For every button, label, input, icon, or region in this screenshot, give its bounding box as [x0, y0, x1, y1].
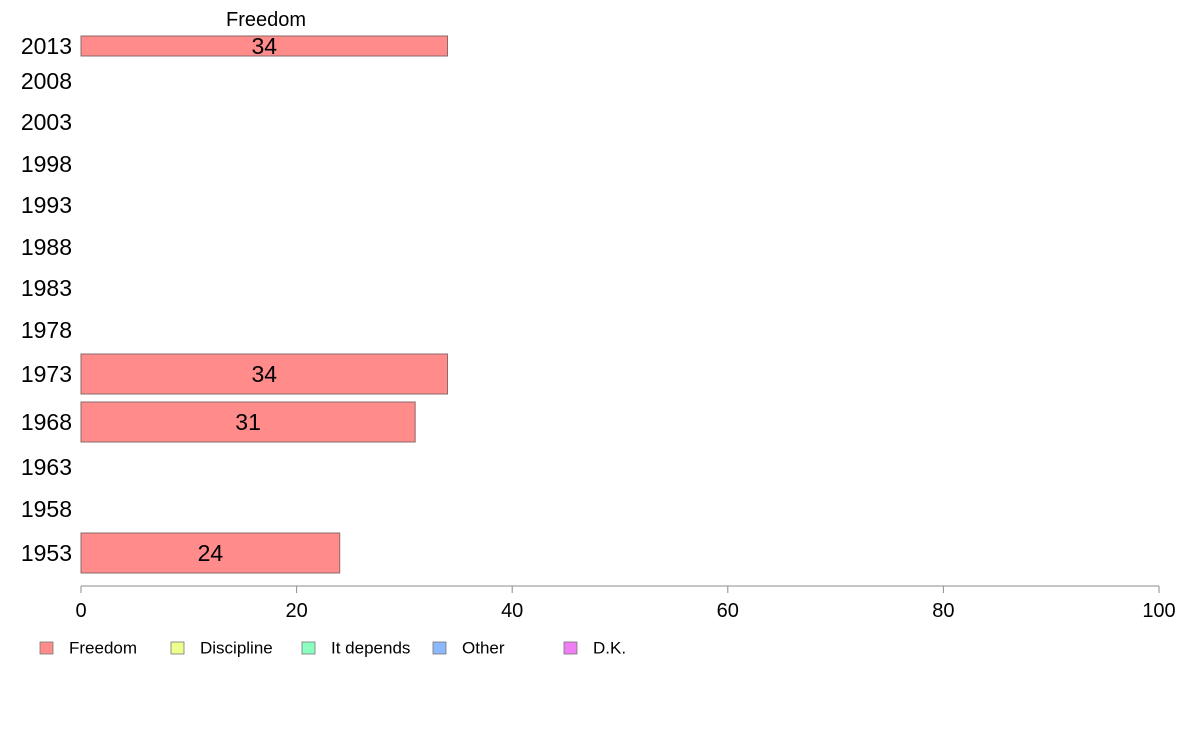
legend-label-other: Other — [462, 639, 505, 658]
category-label-2008: 2008 — [21, 68, 72, 94]
x-tick-label-20: 20 — [285, 600, 307, 622]
category-label-1963: 1963 — [21, 454, 72, 480]
category-label-1968: 1968 — [21, 409, 72, 435]
legend-label-freedom: Freedom — [69, 639, 137, 658]
category-label-1973: 1973 — [21, 361, 72, 387]
data-label-1973: 34 — [251, 361, 277, 387]
category-label-2013: 2013 — [21, 33, 72, 59]
bar-1973 — [80, 353, 449, 395]
x-tick-label-80: 80 — [932, 600, 954, 622]
x-axis: 0 20 40 60 80 100 — [75, 585, 1176, 622]
category-labels: 2013 2008 2003 1998 1993 1988 1983 1978 1973 1968… — [21, 33, 72, 566]
bar-2013 — [80, 35, 449, 57]
data-label-1968: 31 — [235, 409, 261, 435]
legend-swatch-it-depends — [301, 641, 316, 655]
legend-swatch-other — [432, 641, 447, 655]
x-tick-label-40: 40 — [501, 600, 523, 622]
legend-swatch-discipline — [170, 641, 185, 655]
legend-swatch-freedom — [39, 641, 54, 655]
category-label-1983: 1983 — [21, 275, 72, 301]
legend-label-d-k: D.K. — [593, 639, 626, 658]
category-label-1988: 1988 — [21, 234, 72, 260]
data-label-1953: 24 — [198, 540, 224, 566]
legend: Freedom Discipline It depends Other D.K. — [39, 639, 626, 658]
category-label-1953: 1953 — [21, 540, 72, 566]
bar-1968 — [80, 401, 416, 443]
data-label-2013: 34 — [251, 33, 277, 59]
bar-1953 — [80, 532, 341, 574]
x-tick-label-60: 60 — [717, 600, 739, 622]
legend-label-discipline: Discipline — [200, 639, 273, 658]
category-label-1958: 1958 — [21, 496, 72, 522]
series-header: Freedom — [226, 9, 306, 31]
category-label-1978: 1978 — [21, 317, 72, 343]
x-tick-label-100: 100 — [1142, 600, 1175, 622]
legend-label-it-depends: It depends — [331, 639, 410, 658]
legend-swatch-d-k — [563, 641, 578, 655]
category-label-1993: 1993 — [21, 192, 72, 218]
category-label-2003: 2003 — [21, 109, 72, 135]
category-label-1998: 1998 — [21, 151, 72, 177]
x-tick-label-0: 0 — [75, 600, 86, 622]
